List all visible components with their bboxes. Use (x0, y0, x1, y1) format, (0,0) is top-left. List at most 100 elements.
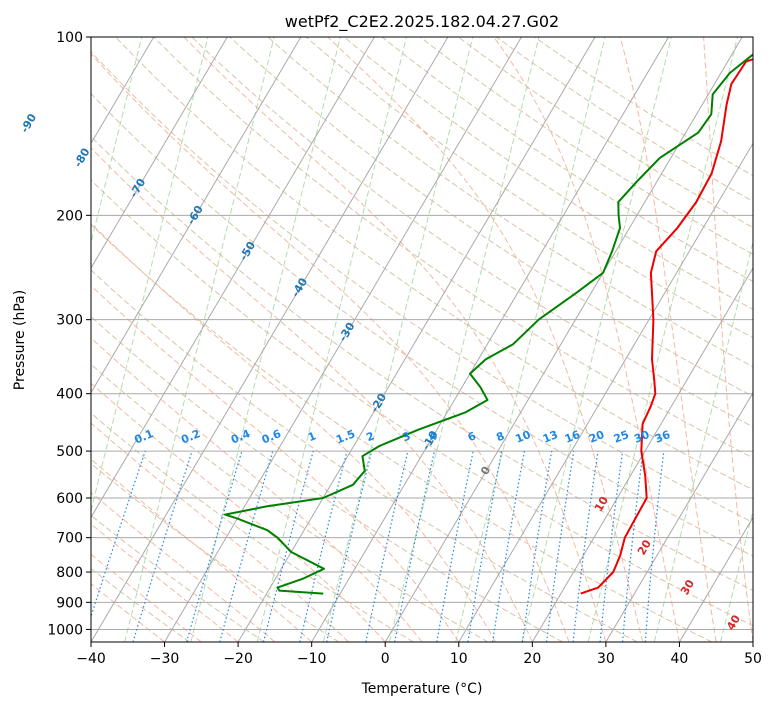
moist-adiabat-line (91, 523, 239, 642)
mixing-ratio-line (572, 451, 599, 642)
x-axis-ticks: −40 −30 −20 −10 0 10 20 30 40 50 (76, 642, 762, 667)
mixing-ratio-lines (91, 450, 665, 642)
dry-adiabat-line (153, 37, 753, 459)
mixing-ratio-line (299, 450, 348, 642)
x-axis-label: Temperature (°C) (361, 681, 483, 697)
x-tick-label: −10 (297, 651, 327, 667)
dewpoint-series-line (224, 53, 753, 595)
dry-adiabat-line (229, 37, 753, 398)
mixing-ratio-line (262, 450, 314, 642)
mixing-ratio-line (91, 450, 146, 619)
mixing-ratio-label: 25 (612, 428, 631, 446)
isotherm-line (605, 391, 753, 642)
isotherm-line (91, 37, 228, 269)
dry-adiabat-line (91, 92, 753, 557)
isotherm-line (384, 37, 743, 642)
x-tick-label: 0 (381, 651, 390, 667)
moist-adiabat-line (493, 37, 680, 642)
mixing-ratio-line (599, 451, 624, 642)
plot-frame (90, 36, 754, 643)
dry-adiabat-line (91, 315, 563, 642)
x-tick-label: 30 (597, 651, 615, 667)
x-tick-label: −20 (223, 651, 253, 667)
mixing-ratio-label: 36 (653, 428, 672, 446)
green-dashed-line (91, 37, 209, 513)
mixing-ratio-label: 13 (541, 428, 560, 446)
temperature-series-line (580, 58, 753, 595)
dry-adiabat-line (496, 37, 753, 202)
isotherm-line (752, 641, 753, 642)
mixing-ratio-label: 10 (514, 428, 533, 446)
isotherm-line (164, 37, 522, 642)
isotherm-line (91, 37, 155, 145)
green-dashed-line (455, 37, 606, 642)
green-dashed-line (720, 508, 753, 642)
isobar-gridlines (91, 37, 753, 630)
isotherm-line (679, 516, 753, 642)
moist-adiabat-line (91, 147, 533, 642)
green-dashed-lines (0, 37, 753, 642)
green-dashed-line (653, 240, 753, 642)
mixing-ratio-label: 8 (494, 429, 506, 444)
mixing-ratio-label: 16 (563, 428, 582, 446)
y-tick-label: 100 (56, 30, 83, 46)
moist-adiabat-line (91, 422, 349, 642)
mixing-ratio-line (467, 450, 503, 642)
x-tick-label: 50 (744, 651, 762, 667)
moist-adiabat-line (91, 553, 202, 642)
isotherm-line (91, 37, 375, 519)
dry-adiabat-line (91, 363, 489, 642)
moist-adiabat-line (91, 222, 497, 642)
isotherm-line (91, 37, 302, 394)
dry-adiabat-line (267, 37, 753, 368)
green-dashed-line (322, 37, 474, 642)
moist-adiabat-line (91, 583, 165, 642)
y-tick-label: 800 (56, 565, 83, 581)
mixing-ratio-line (546, 451, 575, 642)
y-tick-label: 700 (56, 531, 83, 547)
green-dashed-line (587, 37, 738, 642)
green-dashed-line (124, 37, 275, 642)
y-tick-label: 900 (56, 595, 83, 611)
y-tick-label: 200 (56, 208, 83, 224)
y-axis-ticks: 100 200 300 400 500 600 700 800 900 1000 (47, 30, 91, 638)
x-tick-label: 10 (450, 651, 468, 667)
mixing-ratio-label: 30 (632, 428, 651, 446)
y-tick-label: 600 (56, 491, 83, 507)
moist-adiabat-line (91, 53, 570, 642)
isotherm-label: -90 (18, 111, 39, 135)
mixing-ratio-line (436, 450, 474, 642)
y-tick-label: 500 (56, 444, 83, 460)
green-dashed-line (0, 37, 9, 642)
y-tick-label: 400 (56, 387, 83, 403)
x-tick-label: 40 (671, 651, 689, 667)
dry-adiabat-line (343, 37, 753, 310)
mixing-ratio-line (326, 450, 373, 642)
y-tick-label: 300 (56, 313, 83, 329)
sounding-series (224, 53, 753, 595)
mixing-ratio-line (365, 450, 409, 642)
isotherm-line (531, 267, 753, 642)
moist-adiabat-line (91, 491, 276, 642)
chart-title: wetPf2_C2E2.2025.182.04.27.G02 (285, 12, 559, 32)
mixing-ratio-line (394, 450, 435, 642)
isotherm-label: -80 (71, 146, 92, 170)
mixing-ratio-label: 2 (364, 429, 376, 444)
dry-adiabat-line (91, 135, 753, 592)
dry-adiabat-line (91, 514, 265, 642)
green-dashed-line (389, 37, 540, 642)
x-tick-label: −30 (150, 651, 180, 667)
moist-adiabat-line (619, 37, 717, 642)
mixing-ratio-line (132, 450, 193, 642)
y-tick-label: 1000 (47, 622, 83, 638)
skewed-isotherms (91, 37, 753, 642)
isotherm-line (458, 142, 753, 642)
mixing-ratio-line (186, 450, 243, 642)
mixing-ratio-label: 20 (587, 428, 606, 446)
moist-adiabat-line (703, 37, 753, 642)
y-axis-label: Pressure (hPa) (12, 290, 28, 390)
green-dashed-line (521, 37, 672, 642)
dry-adiabat-line (305, 37, 753, 339)
dry-adiabat-line (458, 37, 753, 229)
